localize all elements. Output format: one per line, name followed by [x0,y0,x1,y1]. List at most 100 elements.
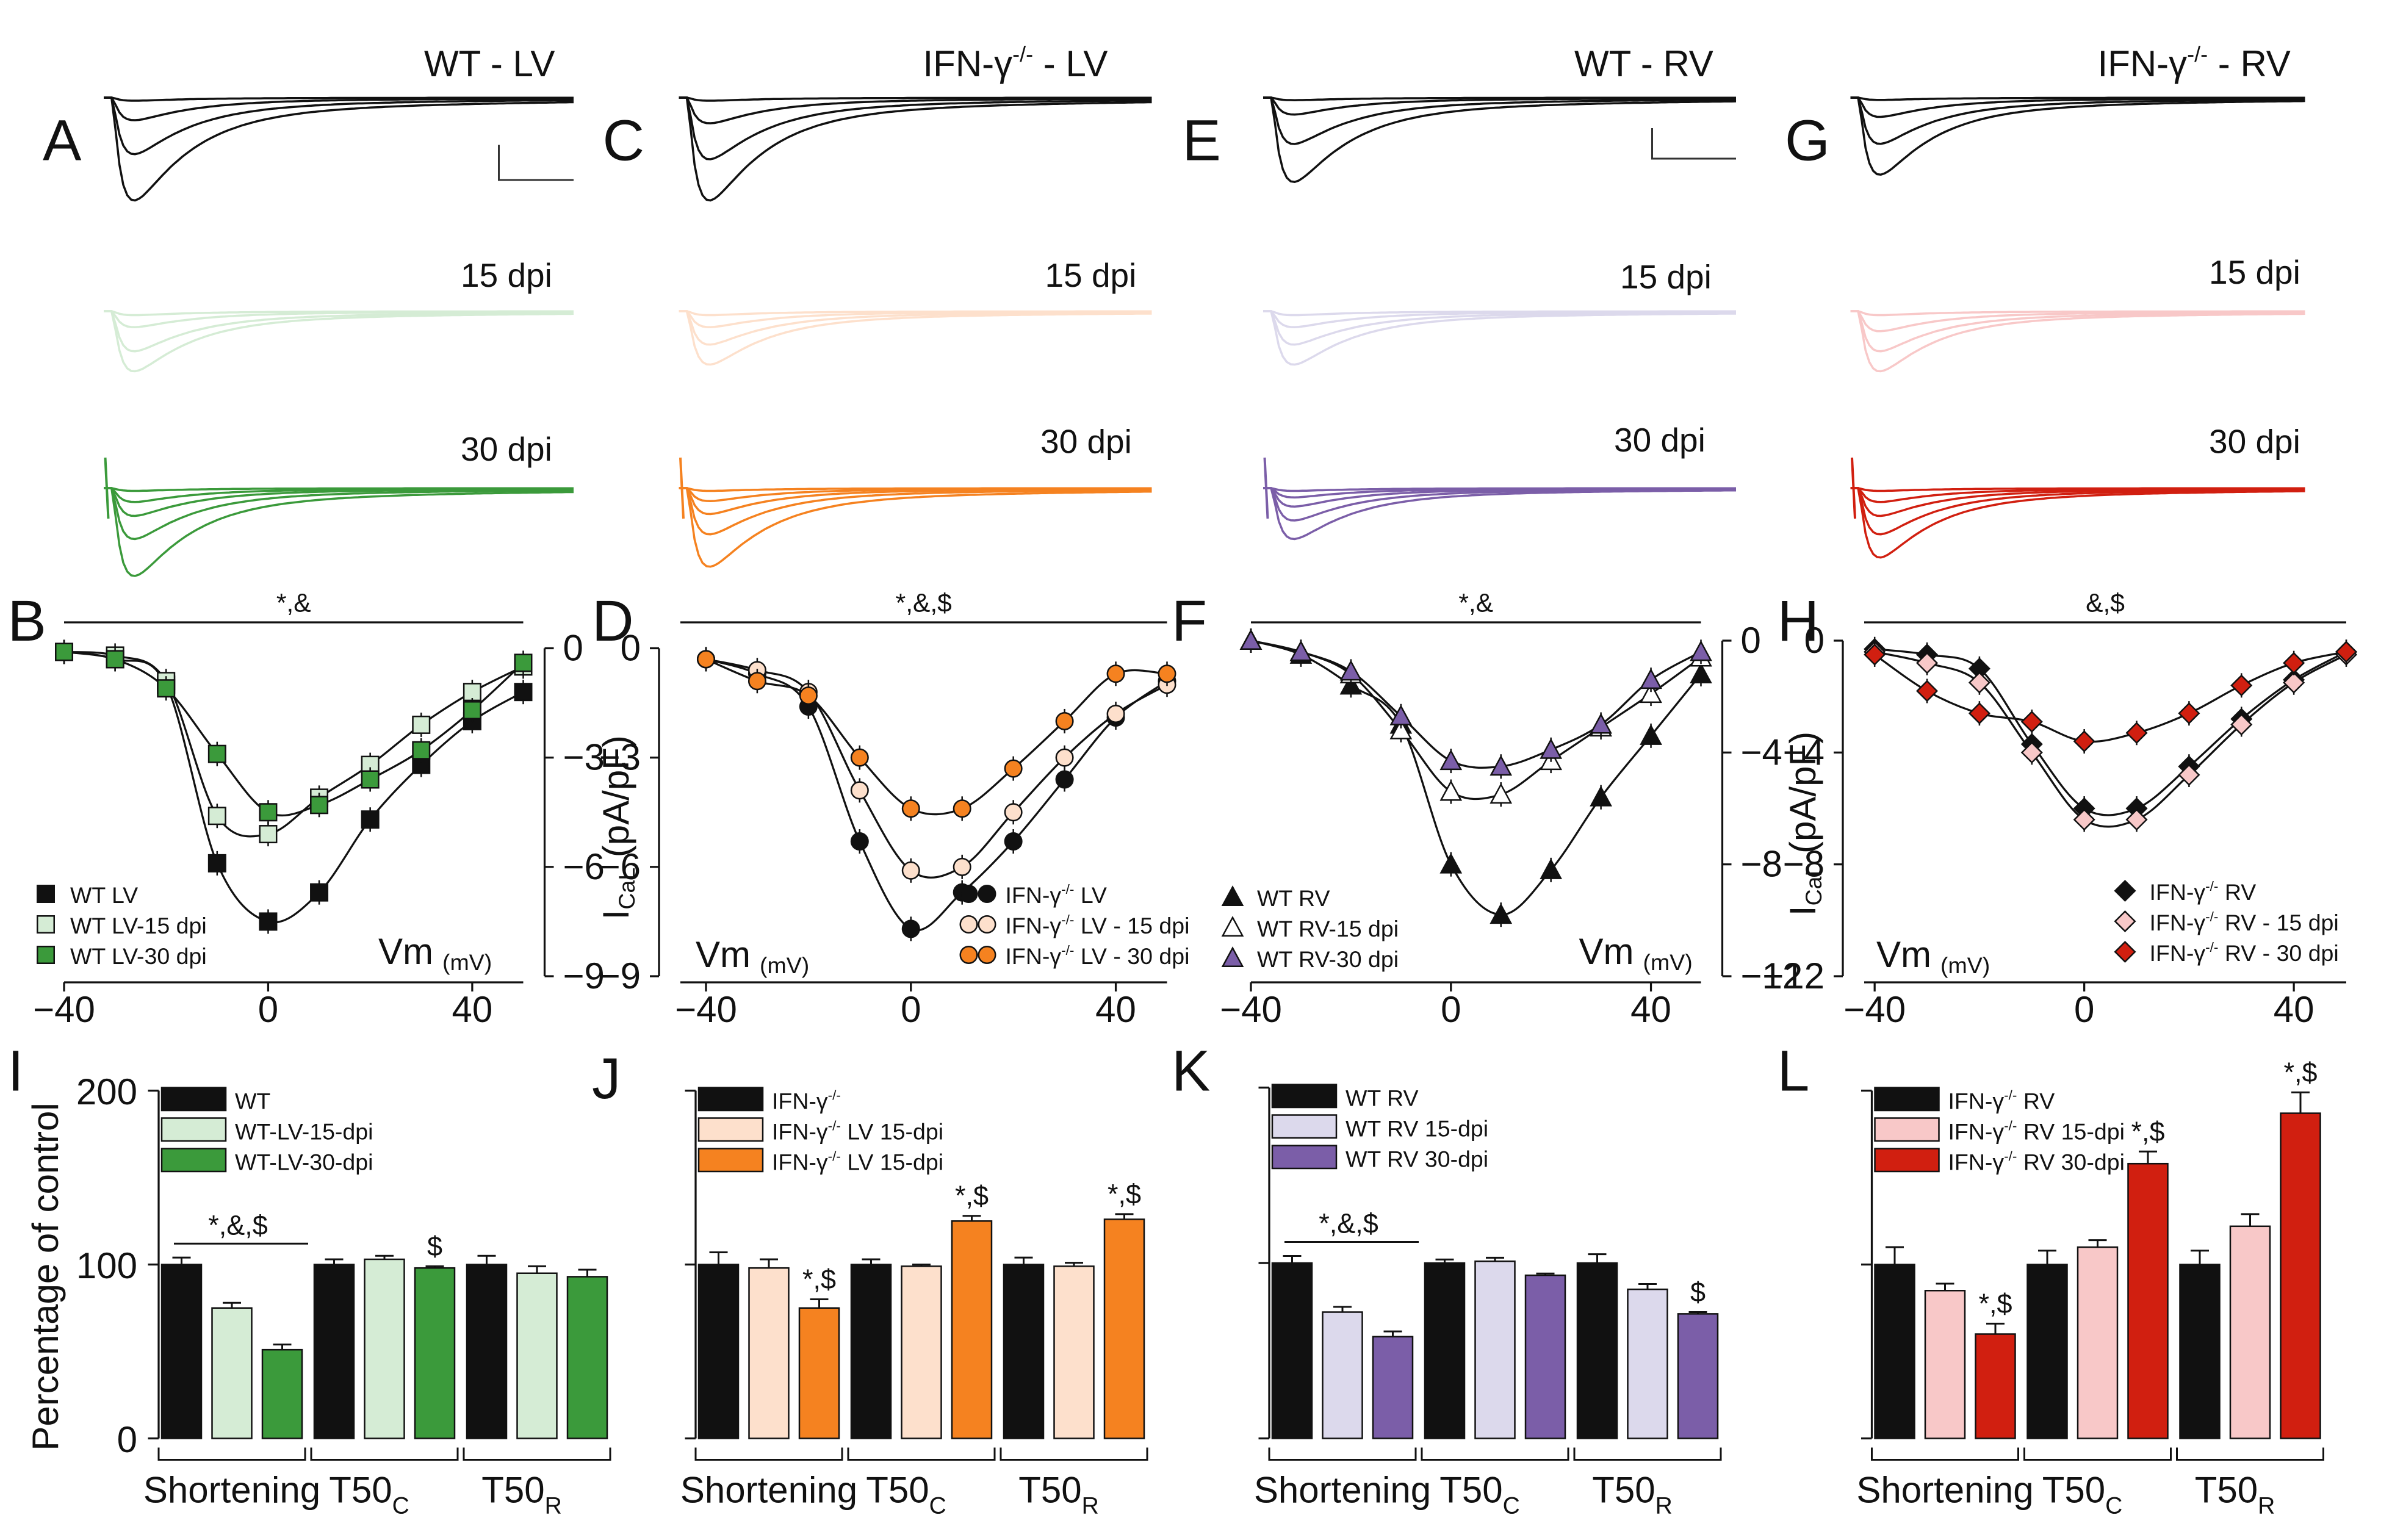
trace-30dpi [1263,487,1737,522]
y-tick-label: −3 [563,737,605,778]
legend-label: IFN-γ-/-​ LV - 30 dpi [1006,943,1190,969]
panel-letter-B: B [8,589,46,653]
y-tick-label: 0 [117,1419,137,1460]
legend-swatch [160,1117,227,1142]
data-point [1004,803,1023,822]
data-point [1968,671,1990,694]
trace-30dpi [679,487,1152,536]
data-point [978,946,996,964]
y-tick-label: −8 [1741,844,1782,885]
trace-control [104,96,574,102]
legend-swatch [1271,1145,1338,1170]
data-point [2020,710,2043,733]
bar [951,1220,993,1439]
category-bracket [1000,1447,1148,1461]
x-axis-label: Vm (mV) [378,931,492,975]
fit-curve [1250,639,1702,769]
category-label: T50R [1018,1470,1099,1519]
stim-artifact [104,457,110,519]
data-point [1339,660,1363,681]
data-point [1055,711,1074,730]
legend-swatch [1874,1148,1940,1173]
bar [2179,1264,2221,1439]
significance-label: *,$ [2131,1116,2164,1147]
bar [1424,1262,1466,1439]
data-point [2114,910,2136,933]
stim-artifact [679,457,685,519]
data-point [1540,738,1563,759]
y-tick-label: −12 [1762,955,1825,996]
legend-label: IFN-γ-/-​ RV - 30 dpi [2150,940,2339,966]
legend-label: IFN-γ-/-​ RV [1948,1088,2055,1114]
category-label: T50C [329,1470,409,1519]
y-tick-label: 0 [621,628,641,669]
trace-panel-A: WT - LV 15 dpi 30 dpi [104,43,574,577]
data-point [1690,663,1712,683]
data-point [1968,702,1990,725]
category-bracket [463,1447,611,1461]
trace-control [679,96,1152,160]
bar [1271,1262,1313,1439]
category-bracket [310,1447,459,1461]
data-point [2073,730,2095,753]
data-point [106,650,124,669]
bar [313,1264,355,1439]
legend-label: IFN-γ-/-​ LV 15-dpi [772,1118,943,1145]
bar [2077,1246,2119,1439]
x-tick-label: −40 [1220,989,1282,1030]
trace-30dpi [1850,487,2305,536]
y-tick-label: −4 [1741,732,1782,772]
data-point [412,715,431,734]
trace-30dpi [1850,487,2305,492]
data-point [207,854,226,873]
data-point [2073,808,2095,831]
data-point [1490,755,1513,776]
bar [2229,1225,2271,1439]
data-point [1158,664,1176,683]
trace-control [1263,96,1737,184]
x-tick-label: 0 [2074,989,2094,1030]
bar [2026,1264,2068,1439]
data-point [1221,916,1244,937]
stim-artifact [1263,457,1269,519]
data-point [2230,674,2253,697]
data-point [1106,705,1125,723]
trace-control [679,96,1152,124]
data-point [361,770,380,789]
trace-15dpi [679,310,1152,317]
trace-15dpi [1263,310,1736,317]
data-point [361,810,380,829]
data-point [799,686,818,705]
trace-panel-C: IFN-γ-/-​ - LV 15 dpi 30 dpi [679,41,1152,568]
iv-panel-H: &,$ 0 −4 −8 −12 −40 0 40 Vm(mV) IFN-γ-/-​ RV IFN-γ… [1762,589,2358,1030]
bar [1003,1264,1045,1439]
data-point [37,915,55,934]
category-label: Shortening [680,1470,857,1511]
legend-swatch [697,1117,764,1142]
legend-label: WT LV-15 dpi [70,913,207,938]
data-point [1221,885,1244,906]
legend-label: IFN-γ-/-​ LV [1006,882,1107,908]
data-point [850,781,869,800]
data-point [2230,713,2253,736]
trace-title: IFN-γ-/-​ - LV [923,41,1108,84]
category-bracket [157,1447,306,1461]
legend-label: WT RV 30-dpi [1346,1146,1488,1172]
data-point [310,883,329,902]
bar [748,1267,790,1439]
trace-panel-G: IFN-γ-/-​ - RV 15 dpi 30 dpi [1850,41,2305,559]
data-point [1055,770,1074,789]
x-tick-label: −40 [1843,989,1906,1030]
legend-swatch [1271,1084,1338,1109]
data-point [207,807,226,826]
bar [566,1276,608,1439]
category-label: T50C [1439,1470,1520,1519]
data-point [463,701,481,720]
data-point [259,803,278,822]
bar [1975,1333,2016,1439]
trace-30dpi [1263,487,1736,492]
data-point [959,915,978,934]
panel-letter-I: I [8,1039,24,1104]
